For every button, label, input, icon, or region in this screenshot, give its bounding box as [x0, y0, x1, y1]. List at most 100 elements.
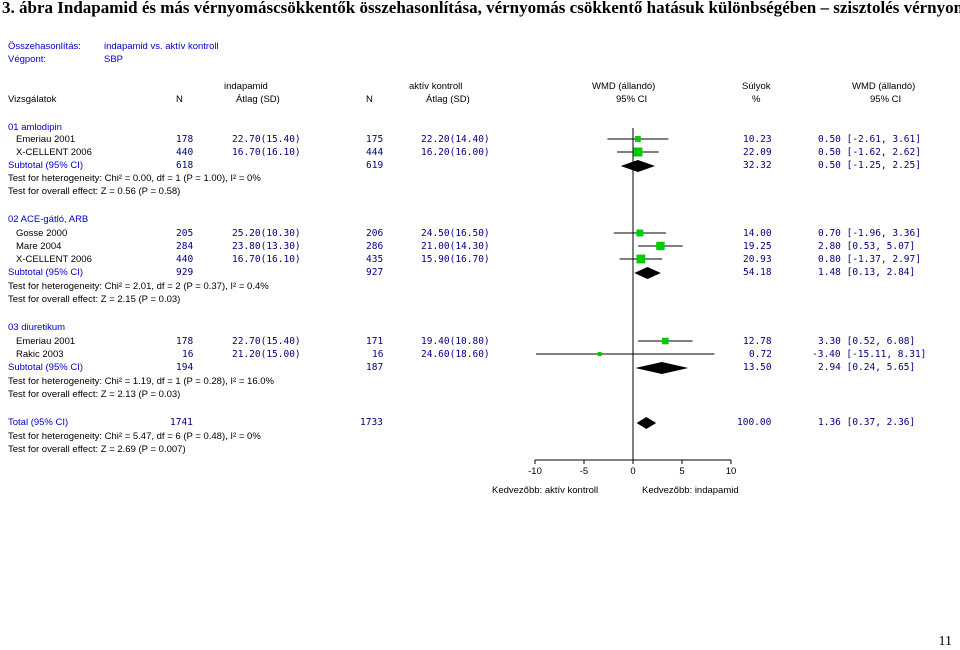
- x-tick-label: -5: [579, 466, 589, 477]
- overall-effect-test: Test for overall effect: Z = 2.13 (P = 0…: [8, 389, 181, 400]
- study-n2: 16: [372, 349, 384, 360]
- study-ci: 0.50 [-2.61, 3.61]: [818, 134, 921, 145]
- header-mean2: Átlag (SD): [426, 94, 470, 105]
- study-name: X-CELLENT 2006: [16, 147, 92, 158]
- subtotal-diamond: [634, 267, 661, 279]
- x-label-favours-indapamid: Kedvezőbb: indapamid: [642, 485, 739, 496]
- study-mean2: 24.60(18.60): [421, 349, 490, 360]
- study-mean1: 16.70(16.10): [232, 254, 301, 265]
- subtotal-label: Subtotal (95% CI): [8, 160, 83, 171]
- heterogeneity-test: Test for heterogeneity: Chi² = 0.00, df …: [8, 173, 261, 184]
- subtotal-label: Subtotal (95% CI): [8, 362, 83, 373]
- study-n2: 206: [366, 228, 384, 239]
- study-marker: [634, 136, 641, 142]
- header-studies: Vizsgálatok: [8, 94, 57, 105]
- heterogeneity-test: Test for heterogeneity: Chi² = 1.19, df …: [8, 376, 274, 387]
- study-n1: 205: [176, 228, 194, 239]
- subtotal-n1: 929: [176, 267, 194, 278]
- header-pct: %: [752, 94, 761, 105]
- comparison-value: indapamid vs. aktív kontroll: [104, 41, 219, 52]
- page-number: 11: [938, 634, 952, 649]
- header-wmd2: WMD (állandó): [852, 81, 916, 92]
- study-mean1: 22.70(15.40): [232, 134, 301, 145]
- study-n1: 440: [176, 147, 194, 158]
- study-n2: 175: [366, 134, 384, 145]
- endpoint-label: Végpont:: [8, 54, 47, 65]
- heterogeneity-test: Test for heterogeneity: Chi² = 5.47, df …: [8, 431, 261, 442]
- subtotal-n2: 187: [366, 362, 384, 373]
- study-marker: [656, 241, 665, 251]
- total-ci: 1.36 [0.37, 2.36]: [818, 417, 916, 428]
- x-tick-label: 5: [679, 466, 685, 477]
- study-weight: 20.93: [743, 254, 772, 265]
- study-n2: 286: [366, 241, 384, 252]
- study-n2: 435: [366, 254, 384, 265]
- study-n1: 440: [176, 254, 194, 265]
- total-diamond: [636, 417, 657, 429]
- study-ci: 2.80 [0.53, 5.07]: [818, 241, 916, 252]
- x-label-favours-control: Kedvezőbb: aktív kontroll: [492, 485, 599, 496]
- study-mean1: 25.20(10.30): [232, 228, 301, 239]
- study-mean2: 19.40(10.80): [421, 336, 490, 347]
- study-mean2: 16.20(16.00): [421, 147, 490, 158]
- study-n1: 178: [176, 336, 194, 347]
- study-marker: [662, 337, 669, 345]
- study-marker: [597, 352, 602, 356]
- x-tick-label: -10: [528, 466, 542, 477]
- subgroup-title: 02 ACE-gátló, ARB: [8, 214, 89, 225]
- header-weight: Súlyok: [742, 81, 771, 92]
- subtotal-diamond: [635, 362, 689, 374]
- total-label: Total (95% CI): [8, 417, 69, 428]
- study-ci: -3.40 [-15.11, 8.31]: [812, 349, 927, 360]
- subgroup-title: 01 amlodipin: [8, 122, 62, 133]
- study-mean1: 21.20(15.00): [232, 349, 301, 360]
- header-ci2: 95% CI: [870, 94, 902, 105]
- subtotal-ci: 0.50 [-1.25, 2.25]: [818, 160, 921, 171]
- study-name: Gosse 2000: [16, 228, 68, 239]
- endpoint-value: SBP: [104, 54, 124, 65]
- header-n2: N: [366, 94, 373, 105]
- subtotal-weight: 54.18: [743, 267, 772, 278]
- study-name: Emeriau 2001: [16, 134, 76, 145]
- study-name: Rakic 2003: [16, 349, 64, 360]
- study-mean2: 15.90(16.70): [421, 254, 490, 265]
- subtotal-diamond: [620, 160, 656, 172]
- subtotal-weight: 32.32: [743, 160, 772, 171]
- heterogeneity-test: Test for heterogeneity: Chi² = 2.01, df …: [8, 281, 269, 292]
- subtotal-ci: 1.48 [0.13, 2.84]: [818, 267, 916, 278]
- overall-effect-test: Test for overall effect: Z = 0.56 (P = 0…: [8, 186, 181, 197]
- subtotal-n1: 194: [176, 362, 194, 373]
- study-ci: 3.30 [0.52, 6.08]: [818, 336, 916, 347]
- study-weight: 12.78: [743, 336, 772, 347]
- study-weight: 19.25: [743, 241, 772, 252]
- x-tick-label: 0: [630, 466, 636, 477]
- subtotal-label: Subtotal (95% CI): [8, 267, 83, 278]
- study-n1: 16: [182, 349, 194, 360]
- header-mean1: Átlag (SD): [236, 94, 280, 105]
- subgroup-title: 03 diuretikum: [8, 322, 66, 333]
- study-n1: 284: [176, 241, 194, 252]
- study-ci: 0.80 [-1.37, 2.97]: [818, 254, 921, 265]
- study-n1: 178: [176, 134, 194, 145]
- study-weight: 14.00: [743, 228, 772, 239]
- study-name: Mare 2004: [16, 241, 62, 252]
- header-group1: indapamid: [224, 81, 268, 92]
- study-n2: 444: [366, 147, 384, 158]
- study-marker: [636, 254, 646, 264]
- study-mean2: 24.50(16.50): [421, 228, 490, 239]
- total-n2: 1733: [360, 417, 383, 428]
- subtotal-n2: 619: [366, 160, 384, 171]
- study-weight: 10.23: [743, 134, 772, 145]
- study-mean2: 22.20(14.40): [421, 134, 490, 145]
- comparison-label: Összehasonlítás:: [8, 41, 81, 52]
- header-wmd1: WMD (állandó): [592, 81, 656, 92]
- study-ci: 0.70 [-1.96, 3.36]: [818, 228, 921, 239]
- total-weight: 100.00: [737, 417, 772, 428]
- study-n2: 171: [366, 336, 384, 347]
- total-n1: 1741: [170, 417, 193, 428]
- overall-effect-test: Test for overall effect: Z = 2.69 (P = 0…: [8, 444, 186, 455]
- study-weight: 22.09: [743, 147, 772, 158]
- study-marker: [633, 147, 643, 157]
- study-marker: [636, 229, 644, 237]
